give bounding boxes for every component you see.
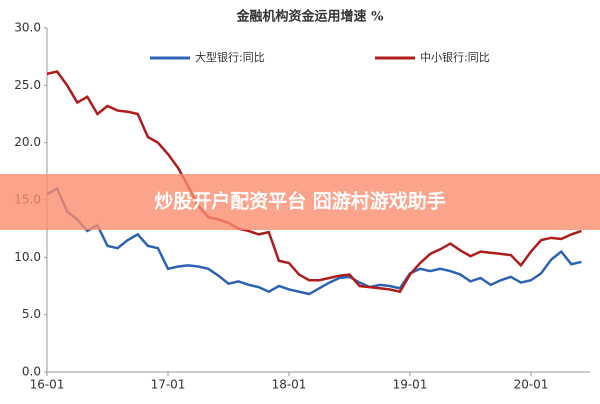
y-tick-label: 10.0 bbox=[14, 250, 41, 264]
x-tick-label: 16-01 bbox=[30, 378, 65, 392]
chart-title: 金融机构资金运用增速 % bbox=[236, 9, 385, 25]
line bbox=[46, 186, 582, 296]
x-tick-label: 17-01 bbox=[151, 378, 186, 392]
x-tick-label: 18-01 bbox=[272, 378, 307, 392]
y-tick-label: 0.0 bbox=[22, 365, 41, 379]
y-tick-label: 25.0 bbox=[14, 78, 41, 92]
y-tick-label: 5.0 bbox=[22, 307, 41, 321]
line bbox=[46, 70, 582, 294]
legend-label: 中小银行:同比 bbox=[420, 50, 490, 64]
y-tick-label: 20.0 bbox=[14, 135, 41, 149]
banner-text: 炒股开户配资平台 囧游村游戏助手 bbox=[154, 190, 446, 213]
legend-label: 大型银行:同比 bbox=[195, 50, 265, 64]
banner bbox=[0, 174, 600, 230]
x-tick-label: 19-01 bbox=[393, 378, 428, 392]
x-tick-label: 20-01 bbox=[514, 378, 549, 392]
y-tick-label: 30.0 bbox=[14, 21, 41, 35]
